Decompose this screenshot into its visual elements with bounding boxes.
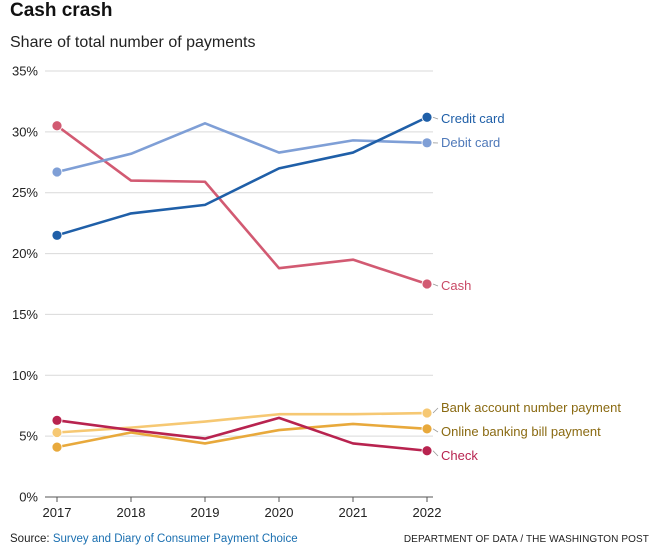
y-tick-label: 15% <box>12 307 38 322</box>
y-tick-label: 10% <box>12 368 38 383</box>
x-tick-label: 2022 <box>413 505 442 520</box>
y-tick-label: 0% <box>19 490 38 505</box>
data-point-check <box>421 445 433 457</box>
y-tick-label: 30% <box>12 124 38 139</box>
data-point-cash <box>421 278 433 290</box>
series-line-check <box>55 416 429 453</box>
data-point-online-banking-bill-payment <box>51 441 63 453</box>
data-point-cash <box>51 120 63 132</box>
data-point-debit-card <box>51 166 63 178</box>
label-leader-credit-card <box>432 116 439 120</box>
source-link[interactable]: Survey and Diary of Consumer Payment Cho… <box>52 533 298 545</box>
series-label-debit-card: Debit card <box>441 135 500 150</box>
data-point-credit-card <box>51 229 63 241</box>
data-point-online-banking-bill-payment <box>421 423 433 435</box>
x-tick-label: 2019 <box>191 505 220 520</box>
series-label-online-banking-bill-payment: Online banking bill payment <box>441 424 601 439</box>
series-line-credit-card <box>55 115 429 237</box>
label-leader-cash <box>432 283 439 287</box>
series-label-check: Check <box>441 448 478 463</box>
label-leader-check <box>432 450 439 457</box>
x-tick-label: 2017 <box>43 505 72 520</box>
data-point-debit-card <box>421 137 433 149</box>
series-label-credit-card: Credit card <box>441 111 505 126</box>
x-tick-label: 2018 <box>117 505 146 520</box>
series-label-cash: Cash <box>441 278 471 293</box>
data-point-bank-account-number-payment <box>421 407 433 419</box>
x-tick-label: 2021 <box>339 505 368 520</box>
line-chart: 0% 5% 10% 15% 20% 25% 30% 35% 2017 2018 2019 2020 20… <box>12 64 621 521</box>
y-tick-label: 25% <box>12 185 38 200</box>
chart-title: Cash crash <box>10 0 113 21</box>
y-tick-label: 35% <box>12 64 38 79</box>
x-tick-label: 2020 <box>265 505 294 520</box>
credit-line: DEPARTMENT OF DATA / THE WASHINGTON POST <box>403 534 649 545</box>
label-leader-bank-account-number-payment <box>432 407 439 414</box>
source-note: Source: Survey and Diary of Consumer Pay… <box>10 533 298 545</box>
data-point-credit-card <box>421 111 433 123</box>
label-leader-online-banking-bill-payment <box>432 428 439 433</box>
chart-subtitle: Share of total number of payments <box>10 34 256 51</box>
series-line-debit-card <box>55 122 429 174</box>
y-tick-label: 20% <box>12 246 38 261</box>
data-point-check <box>51 414 63 426</box>
y-tick-label: 5% <box>19 429 38 444</box>
data-point-bank-account-number-payment <box>51 427 63 438</box>
series-label-bank-account-number-payment: Bank account number payment <box>441 400 621 415</box>
series-line-online-banking-bill-payment <box>55 422 429 449</box>
series-line-cash <box>55 124 429 286</box>
source-prefix: Source: <box>10 533 53 545</box>
